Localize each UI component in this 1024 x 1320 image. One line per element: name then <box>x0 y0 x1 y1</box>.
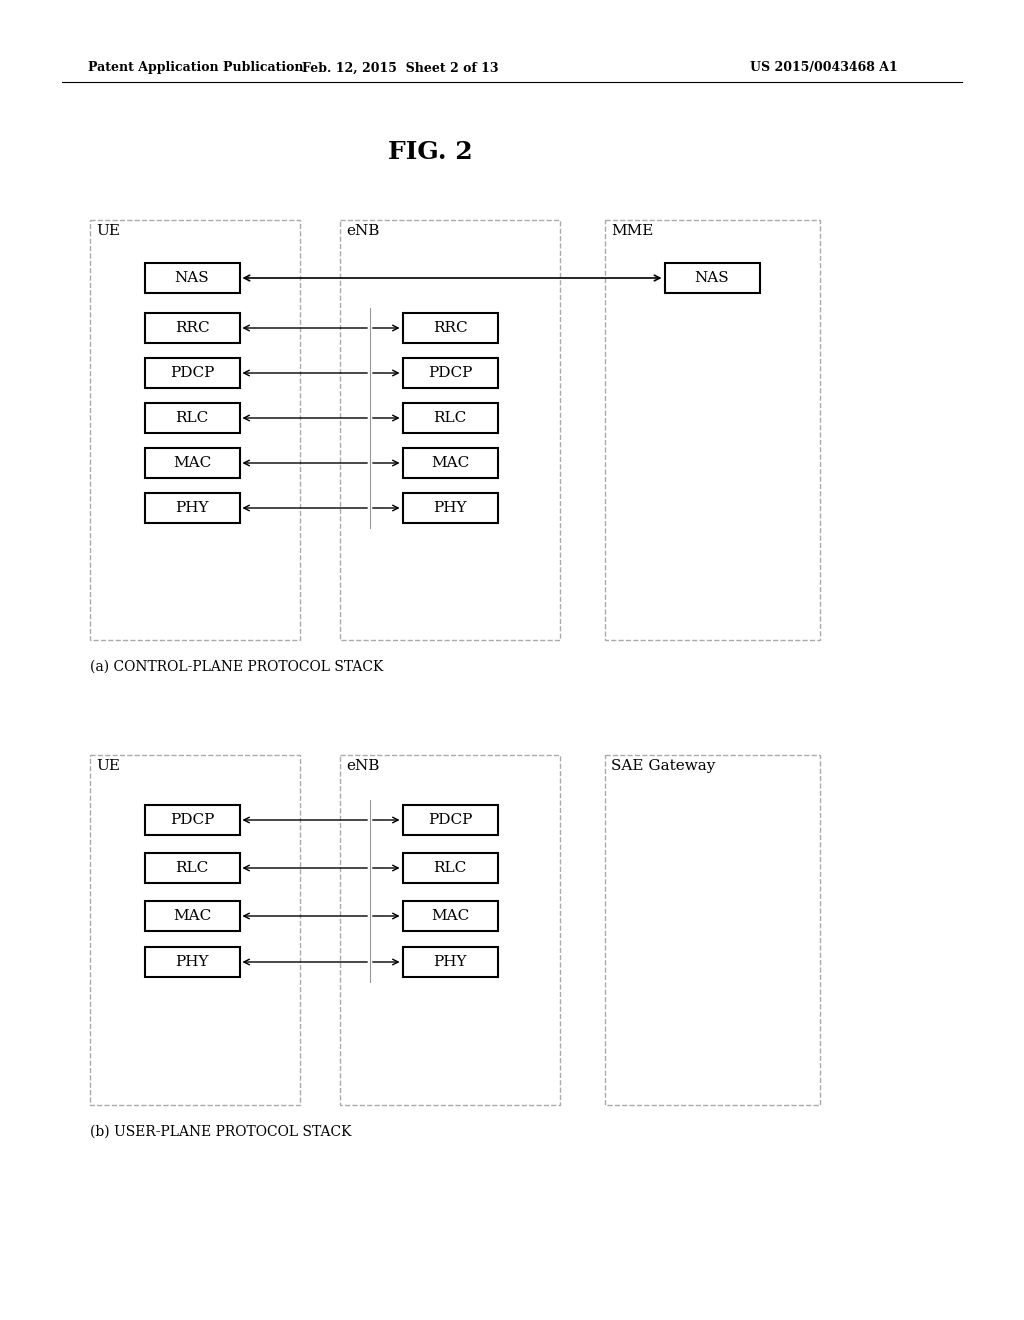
Text: eNB: eNB <box>346 759 379 774</box>
Bar <box>144 946 240 977</box>
Bar <box>144 313 240 343</box>
Text: PHY: PHY <box>433 502 467 515</box>
Bar <box>402 403 498 433</box>
Bar <box>402 492 498 523</box>
Text: MAC: MAC <box>431 909 469 923</box>
Text: UE: UE <box>96 224 120 238</box>
Text: PDCP: PDCP <box>428 813 472 828</box>
Bar <box>144 492 240 523</box>
Bar <box>340 220 560 640</box>
Text: Feb. 12, 2015  Sheet 2 of 13: Feb. 12, 2015 Sheet 2 of 13 <box>302 62 499 74</box>
Bar <box>144 358 240 388</box>
Text: (b) USER-PLANE PROTOCOL STACK: (b) USER-PLANE PROTOCOL STACK <box>90 1125 351 1139</box>
Bar <box>402 313 498 343</box>
Text: PDCP: PDCP <box>170 366 214 380</box>
Bar <box>144 853 240 883</box>
Text: MAC: MAC <box>431 455 469 470</box>
Text: UE: UE <box>96 759 120 774</box>
Text: RLC: RLC <box>175 411 209 425</box>
Bar <box>144 805 240 836</box>
Bar <box>402 946 498 977</box>
Bar <box>402 358 498 388</box>
Text: eNB: eNB <box>346 224 379 238</box>
Text: MAC: MAC <box>173 909 211 923</box>
Text: RLC: RLC <box>433 411 467 425</box>
Bar <box>90 220 300 640</box>
Text: US 2015/0043468 A1: US 2015/0043468 A1 <box>750 62 898 74</box>
Text: Patent Application Publication: Patent Application Publication <box>88 62 303 74</box>
Text: NAS: NAS <box>694 271 729 285</box>
Text: RLC: RLC <box>433 861 467 875</box>
Bar <box>605 755 820 1105</box>
Bar <box>340 755 560 1105</box>
Text: RRC: RRC <box>175 321 209 335</box>
Text: PDCP: PDCP <box>170 813 214 828</box>
Text: PDCP: PDCP <box>428 366 472 380</box>
Text: RLC: RLC <box>175 861 209 875</box>
Bar <box>90 755 300 1105</box>
Bar <box>144 263 240 293</box>
Text: FIG. 2: FIG. 2 <box>388 140 472 164</box>
Text: PHY: PHY <box>433 954 467 969</box>
Text: PHY: PHY <box>175 954 209 969</box>
Bar <box>402 447 498 478</box>
Bar <box>665 263 760 293</box>
Text: RRC: RRC <box>433 321 467 335</box>
Bar <box>402 805 498 836</box>
Text: MME: MME <box>611 224 653 238</box>
Text: SAE Gateway: SAE Gateway <box>611 759 716 774</box>
Bar <box>144 902 240 931</box>
Bar <box>144 403 240 433</box>
Bar <box>402 853 498 883</box>
Text: PHY: PHY <box>175 502 209 515</box>
Text: MAC: MAC <box>173 455 211 470</box>
Text: (a) CONTROL-PLANE PROTOCOL STACK: (a) CONTROL-PLANE PROTOCOL STACK <box>90 660 383 675</box>
Bar <box>605 220 820 640</box>
Bar <box>402 902 498 931</box>
Text: NAS: NAS <box>175 271 209 285</box>
Bar <box>144 447 240 478</box>
